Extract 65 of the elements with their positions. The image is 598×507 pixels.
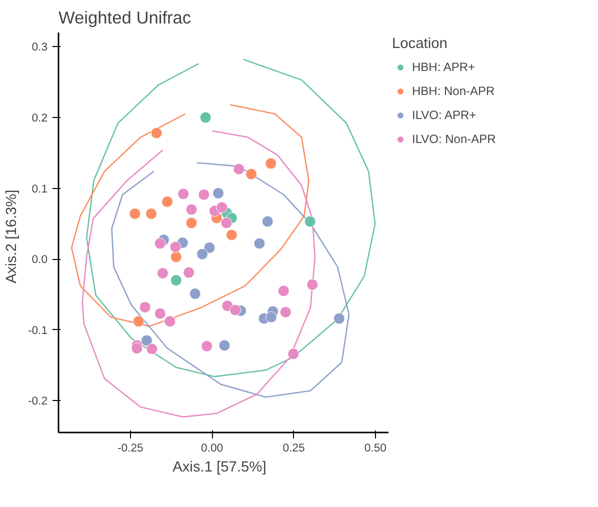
legend-title: Location bbox=[392, 36, 448, 52]
point bbox=[278, 285, 290, 297]
point bbox=[131, 342, 143, 354]
point bbox=[204, 242, 216, 254]
y-axis-title: Axis.2 [16.3%] bbox=[4, 190, 20, 284]
point bbox=[162, 196, 174, 208]
point bbox=[178, 188, 190, 200]
point bbox=[230, 304, 242, 316]
point bbox=[186, 217, 198, 229]
point bbox=[265, 311, 277, 323]
y-tick-label: -0.1 bbox=[28, 324, 48, 337]
x-tick-label: 0.25 bbox=[282, 442, 305, 454]
point bbox=[156, 267, 168, 279]
point bbox=[198, 188, 210, 200]
point bbox=[170, 241, 182, 253]
point bbox=[262, 216, 274, 228]
y-tick-label: 0.2 bbox=[32, 112, 48, 124]
point bbox=[154, 238, 166, 250]
legend-label: ILVO: APR+ bbox=[412, 108, 476, 122]
point bbox=[170, 274, 182, 286]
point bbox=[216, 202, 228, 214]
point bbox=[189, 288, 201, 300]
y-tick-label: -0.2 bbox=[28, 396, 48, 408]
x-tick-label: 0.50 bbox=[364, 442, 386, 454]
x-tick-label: -0.25 bbox=[117, 442, 144, 454]
point bbox=[306, 278, 318, 290]
chart-title: Weighted Unifrac bbox=[58, 8, 192, 28]
point bbox=[146, 208, 158, 220]
y-tick-label: 0.1 bbox=[32, 183, 48, 196]
point bbox=[170, 251, 182, 263]
point bbox=[140, 334, 152, 346]
legend-label: HBH: APR+ bbox=[412, 60, 476, 74]
point bbox=[226, 229, 238, 241]
line-series bbox=[86, 58, 376, 378]
y-tick-label: 0.3 bbox=[32, 42, 48, 54]
point bbox=[150, 127, 162, 139]
point bbox=[280, 306, 292, 318]
point bbox=[201, 340, 213, 352]
point bbox=[333, 312, 345, 324]
point bbox=[196, 248, 208, 260]
point bbox=[139, 301, 151, 313]
point bbox=[304, 216, 316, 228]
legend-label: ILVO: Non-APR bbox=[412, 132, 496, 146]
point bbox=[186, 204, 198, 216]
point bbox=[220, 217, 232, 229]
point bbox=[164, 316, 176, 328]
point bbox=[246, 168, 258, 180]
point bbox=[254, 238, 266, 250]
point bbox=[200, 112, 212, 124]
x-tick-label: 0.00 bbox=[201, 442, 224, 454]
point bbox=[212, 187, 224, 199]
line-series bbox=[111, 162, 350, 398]
y-tick-label: 0.0 bbox=[32, 254, 48, 266]
legend-label: HBH: Non-APR bbox=[412, 84, 495, 98]
point bbox=[154, 308, 166, 320]
point bbox=[183, 266, 195, 278]
point bbox=[265, 158, 277, 170]
x-axis-title: Axis.1 [57.5%] bbox=[172, 460, 266, 476]
line-series bbox=[82, 130, 316, 418]
point bbox=[146, 343, 158, 355]
point bbox=[218, 340, 230, 352]
point bbox=[129, 208, 141, 220]
point bbox=[132, 316, 144, 328]
point bbox=[288, 348, 300, 360]
point bbox=[233, 163, 245, 175]
